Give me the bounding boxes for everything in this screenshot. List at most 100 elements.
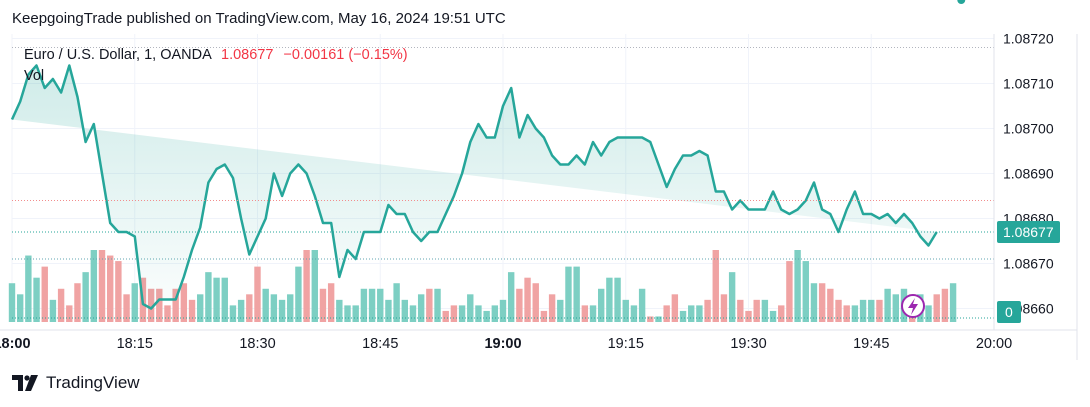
symbol-label[interactable]: Euro / U.S. Dollar, 1, OANDA bbox=[24, 47, 211, 63]
volume-bar bbox=[933, 294, 940, 322]
volume-bar bbox=[180, 283, 188, 322]
volume-bar bbox=[884, 288, 891, 322]
volume-bar bbox=[598, 288, 605, 322]
volume-bar bbox=[483, 310, 490, 322]
x-tick-label: 18:15 bbox=[117, 336, 153, 352]
volume-bar bbox=[409, 305, 417, 322]
volume-bar bbox=[859, 299, 867, 322]
tradingview-logo-icon bbox=[12, 375, 38, 391]
volume-bar bbox=[720, 294, 728, 322]
volume-bar bbox=[475, 305, 482, 322]
attribution-text: KeepgoingTrade published on TradingView.… bbox=[12, 10, 506, 27]
volume-bar bbox=[704, 299, 711, 322]
volume-bar bbox=[262, 288, 269, 322]
volume-bar bbox=[941, 288, 949, 322]
volume-bar bbox=[728, 272, 736, 322]
volume-bar bbox=[778, 305, 785, 322]
x-tick-label: 18:00 bbox=[0, 336, 31, 352]
volume-bar bbox=[246, 294, 253, 322]
volume-bar bbox=[287, 294, 294, 322]
price-line bbox=[10, 64, 938, 310]
volume-bar bbox=[319, 288, 327, 322]
volume-bar bbox=[164, 305, 171, 322]
volume-badge: 0 bbox=[997, 301, 1021, 323]
volume-bar bbox=[507, 272, 515, 322]
volume-bar bbox=[213, 277, 220, 322]
volume-bar bbox=[622, 299, 629, 322]
volume-bar bbox=[581, 305, 589, 322]
volume-bar bbox=[761, 299, 769, 322]
volume-bar bbox=[254, 266, 261, 322]
price-change: −0.00161 (−0.15%) bbox=[283, 47, 408, 63]
volume-bar bbox=[172, 288, 179, 322]
volume-bar bbox=[540, 310, 548, 322]
volume-bar bbox=[532, 283, 539, 322]
price-chart-svg[interactable]: 1.087201.087101.087001.086901.086801.086… bbox=[0, 0, 1090, 360]
volume-bar bbox=[499, 299, 507, 322]
volume-bar bbox=[573, 266, 580, 322]
volume-bar bbox=[107, 255, 114, 322]
volume-bar bbox=[49, 299, 57, 322]
last-price-badge: 1.08677 bbox=[997, 221, 1060, 243]
volume-bar bbox=[458, 305, 466, 322]
volume-bar bbox=[753, 299, 760, 322]
footer-brand[interactable]: TradingView bbox=[12, 373, 140, 393]
volume-bar bbox=[655, 316, 662, 322]
volume-bar bbox=[57, 288, 65, 322]
volume-bar bbox=[98, 250, 106, 322]
volume-bar bbox=[557, 299, 564, 322]
volume-bar bbox=[712, 250, 719, 322]
y-tick-label: 1.08670 bbox=[1003, 256, 1054, 272]
x-tick-label: 20:00 bbox=[976, 336, 1012, 352]
x-tick-label: 19:30 bbox=[730, 336, 766, 352]
time-axis[interactable]: 18:00 18:15 18:30 18:45 19:00 19:15 19:30 19:45… bbox=[0, 34, 1078, 360]
volume-bar bbox=[401, 299, 408, 322]
volume-bar bbox=[344, 305, 351, 322]
volume-bar bbox=[131, 283, 138, 322]
price-axis[interactable]: 1.087201.087101.087001.086901.086801.086… bbox=[993, 31, 1054, 331]
x-tick-label: 18:45 bbox=[362, 336, 398, 352]
volume-bar bbox=[745, 310, 752, 322]
y-tick-label: 1.08700 bbox=[1003, 121, 1054, 137]
volume-bar bbox=[671, 294, 679, 322]
volume-bar bbox=[82, 272, 89, 322]
volume-bar bbox=[8, 283, 16, 322]
volume-label[interactable]: Vol bbox=[24, 68, 45, 84]
volume-bar bbox=[270, 294, 278, 322]
volume-bar bbox=[426, 288, 433, 322]
volume-bar bbox=[892, 294, 899, 322]
volume-bar bbox=[843, 305, 850, 322]
volume-bar bbox=[360, 288, 368, 322]
volume-bar bbox=[66, 305, 73, 322]
volume-bar bbox=[663, 305, 670, 322]
volume-bar bbox=[16, 294, 24, 322]
y-tick-label: 1.08720 bbox=[1003, 31, 1054, 47]
x-tick-label: 19:15 bbox=[608, 336, 644, 352]
volume-bar bbox=[156, 288, 163, 322]
x-tick-label: 19:45 bbox=[853, 336, 889, 352]
volume-bar bbox=[565, 266, 572, 322]
volume-bar bbox=[835, 299, 842, 322]
volume-bar bbox=[41, 266, 48, 322]
volume-bar bbox=[810, 283, 818, 322]
volume-bar bbox=[769, 310, 777, 322]
volume-bar bbox=[679, 310, 687, 322]
volume-bar bbox=[827, 288, 834, 322]
volume-bar bbox=[197, 294, 204, 322]
volume-bars bbox=[8, 250, 957, 322]
volume-bar bbox=[237, 299, 245, 322]
price-area-fill bbox=[12, 65, 937, 309]
volume-bar bbox=[450, 305, 458, 322]
x-tick-label: 18:30 bbox=[239, 336, 275, 352]
volume-bar bbox=[794, 250, 801, 322]
volume-bar bbox=[25, 255, 32, 322]
lightning-icon[interactable] bbox=[901, 294, 925, 318]
volume-bar bbox=[278, 299, 286, 322]
volume-bar bbox=[925, 305, 932, 322]
volume-bar bbox=[221, 277, 228, 322]
volume-bar bbox=[949, 283, 957, 322]
volume-bar bbox=[368, 288, 376, 322]
volume-bar bbox=[548, 294, 556, 322]
volume-bar bbox=[311, 250, 318, 322]
